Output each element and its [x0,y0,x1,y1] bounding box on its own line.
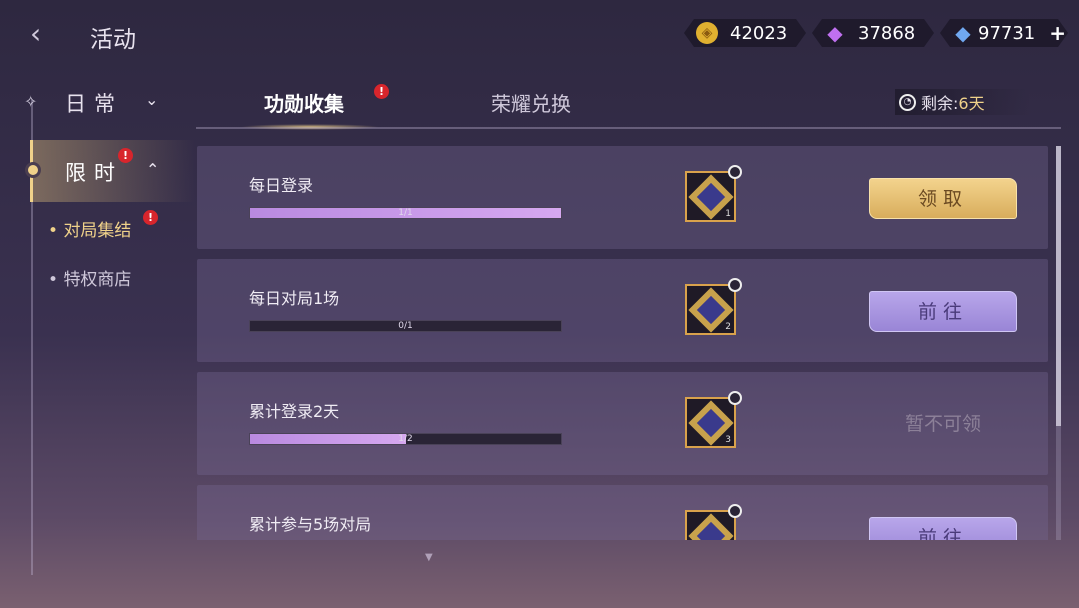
task-row: 每日登录 1/1 1 领取 [197,146,1048,249]
remaining-time: ◔ 剩余: 6天 [895,89,1030,115]
sidebar-group-daily[interactable]: 日常 ⌄ [65,90,159,116]
clock-icon [728,278,742,292]
task-title: 累计登录2天 [249,402,340,421]
tab-divider [196,127,1061,129]
clock-icon [728,165,742,179]
currency-crystal: ◆ 97731 + [940,19,1068,47]
progress-bar: 1/2 [249,433,562,445]
tab-glory-exchange[interactable]: 荣耀兑换 [491,92,571,116]
progress-fill [250,208,561,218]
claim-button[interactable]: 领取 [869,178,1017,219]
task-title: 每日对局1场 [249,289,340,308]
page-title: 活动 [90,27,136,53]
purple-diamond-icon: ◆ [827,21,843,45]
back-button[interactable]: ‹ [30,20,58,48]
go-button[interactable]: 前往 [869,291,1017,332]
scrollbar-thumb[interactable] [1056,146,1061,426]
sidebar-item-match-gather[interactable]: • 对局集结 [48,221,132,241]
reward-count: 1 [725,209,731,219]
task-list[interactable]: 每日登录 1/1 1 领取 每日对局1场 0/1 2 前往 累计登录2天 1/2 3 暂不… [197,146,1048,540]
progress-text: 1/1 [398,208,413,218]
clock-icon [728,391,742,405]
progress-fill [250,434,406,444]
chevron-left-icon: ‹ [30,17,42,50]
progress-bar: 1/1 [249,207,562,219]
progress-text: 0/1 [398,321,413,331]
sidebar-item-privilege-shop[interactable]: • 特权商店 [48,270,132,290]
reward-count: 2 [725,322,731,332]
alert-badge: ! [118,148,133,163]
chevron-down-icon: ⌄ [145,90,159,109]
reward-item[interactable]: 3 [685,391,742,448]
add-currency-button[interactable]: + [1049,21,1067,45]
task-title: 累计参与5场对局 [249,515,372,534]
task-row: 每日对局1场 0/1 2 前往 [197,259,1048,362]
task-row: 累计登录2天 1/2 3 暂不可领 [197,372,1048,475]
tab-merit-collect[interactable]: 功勋收集 [264,92,344,116]
progress-text: 1/2 [398,434,413,444]
sidebar-group-limited[interactable] [30,140,195,202]
sparkle-icon: ✧ [24,92,38,111]
scroll-down-icon: ▼ [425,552,433,563]
clock-icon [728,504,742,518]
task-row: 累计参与5场对局 前往 [197,485,1048,540]
alert-badge: ! [143,210,158,225]
progress-bar: 0/1 [249,320,562,332]
task-title: 每日登录 [249,176,314,195]
reward-item[interactable]: 2 [685,278,742,335]
blue-crystal-icon: ◆ [955,21,971,45]
tab-active-indicator [240,124,380,130]
unavailable-label: 暂不可领 [904,413,981,435]
reward-item[interactable]: 1 [685,165,742,222]
alert-badge: ! [374,84,389,99]
currency-gold: ◈ 42023 [684,19,806,47]
reward-item[interactable] [685,504,742,540]
sidebar-line [31,100,33,575]
currency-diamond: ◆ 37868 [812,19,934,47]
clock-icon: ◔ [899,93,916,111]
chevron-up-icon: ⌃ [146,160,160,179]
reward-count: 3 [725,435,731,445]
selected-marker-icon [25,162,41,178]
gold-coin-icon: ◈ [696,22,718,44]
go-button[interactable]: 前往 [869,517,1017,540]
